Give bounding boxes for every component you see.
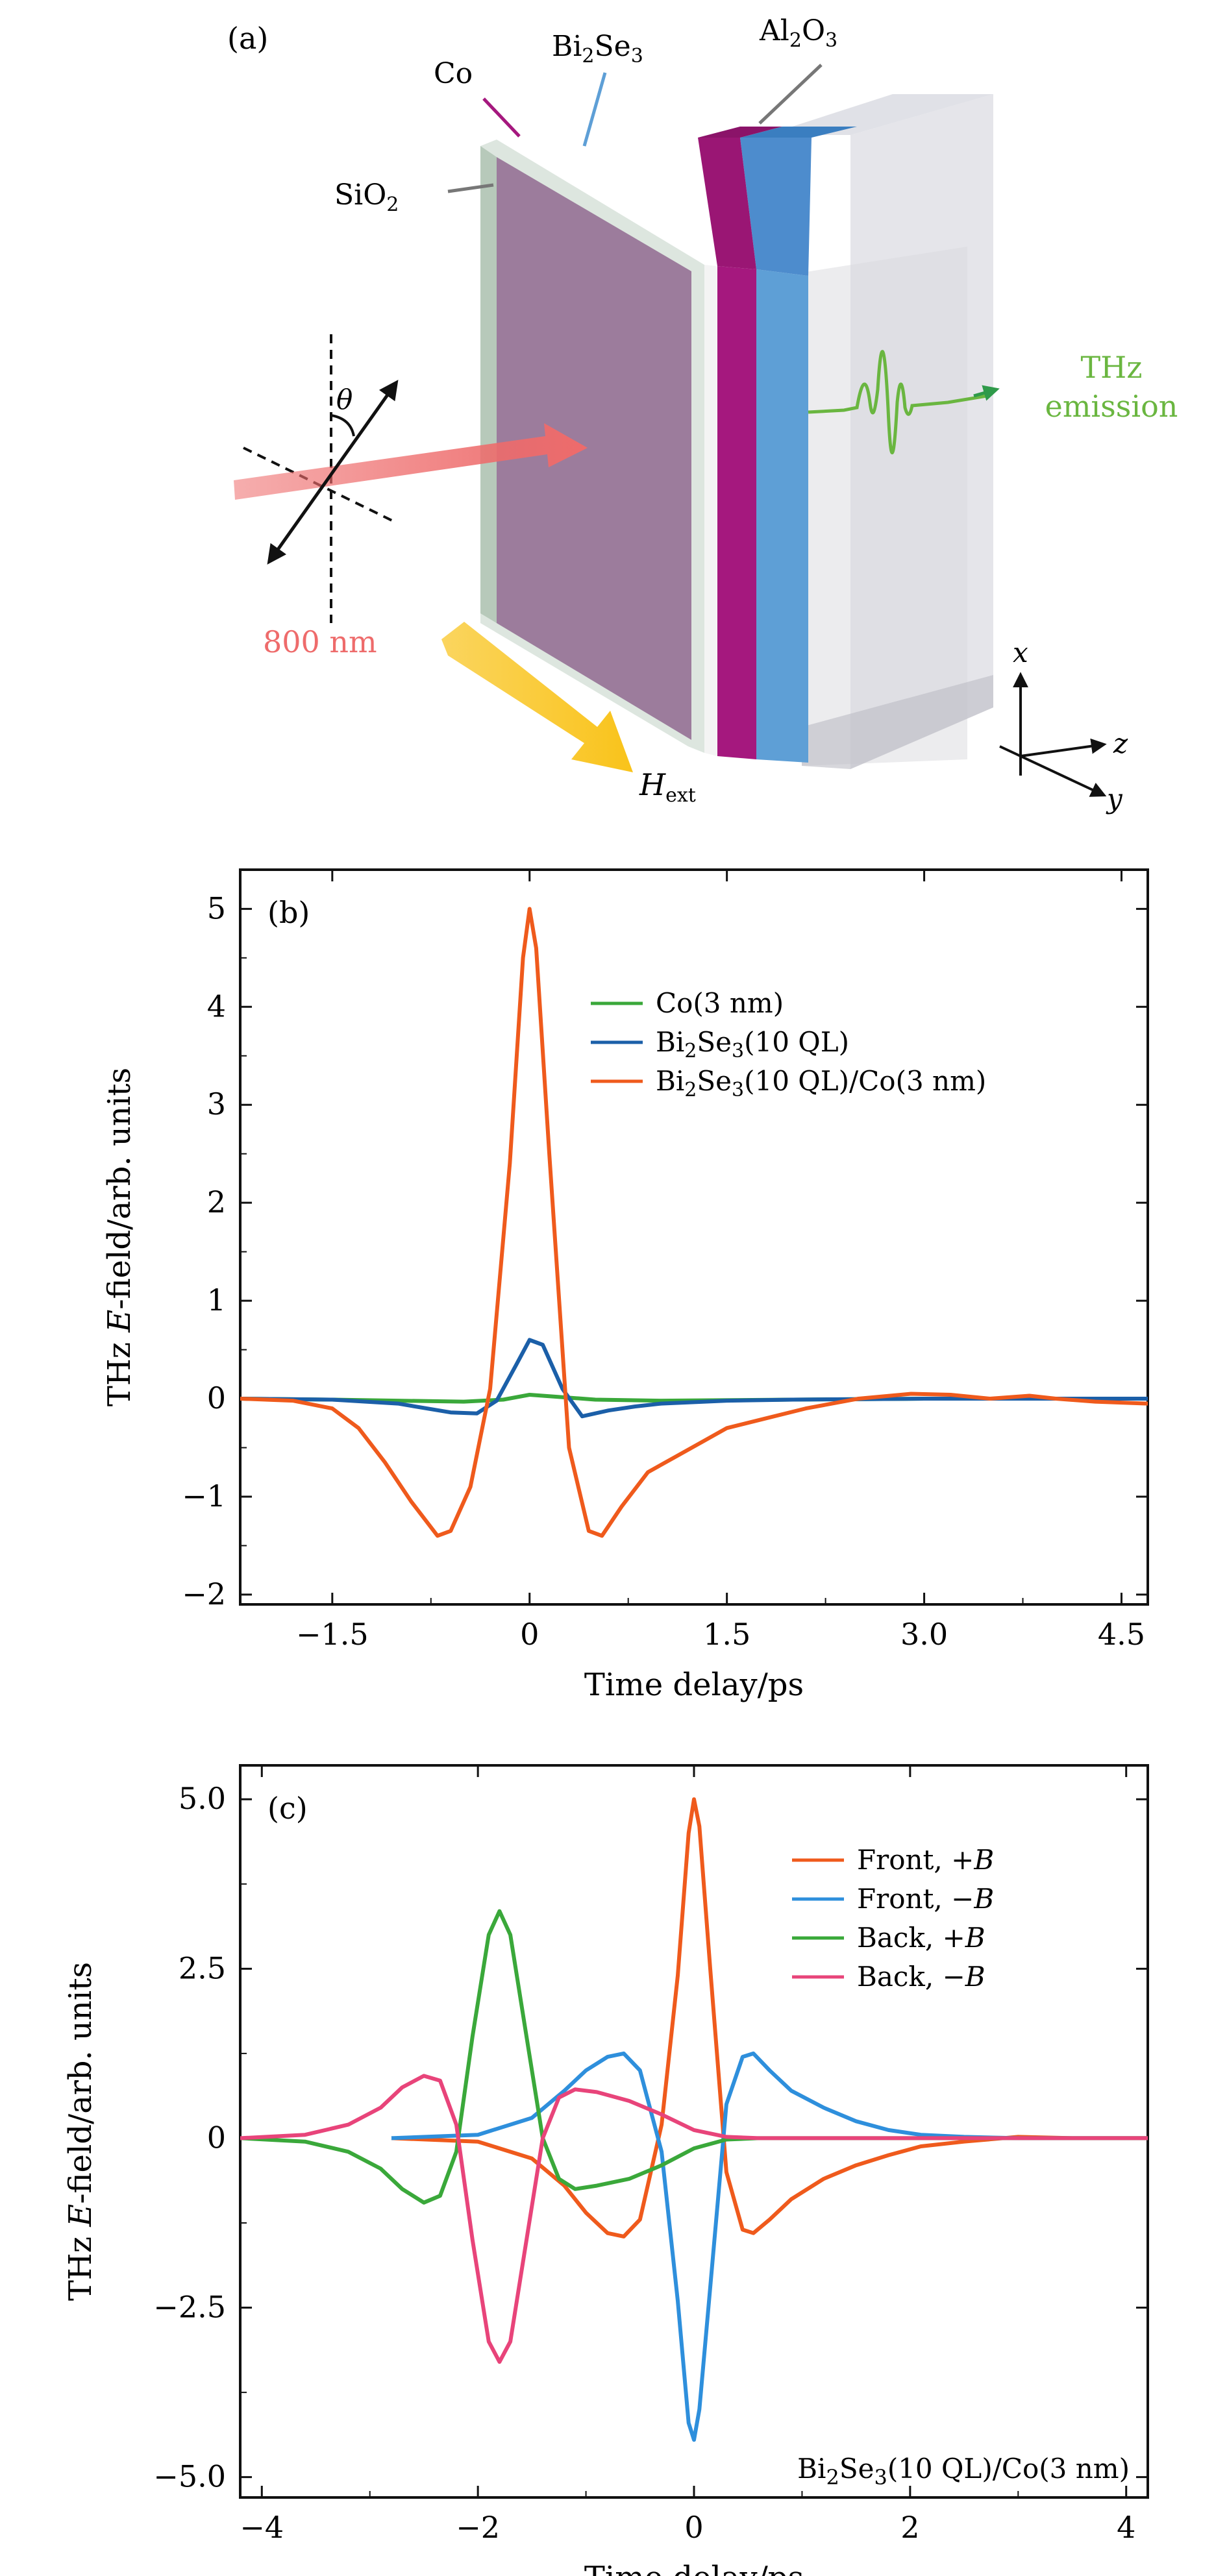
series-line-2 [240,1338,1148,1419]
sio2-label: SiO2 [334,178,399,216]
y-tick-label: −1 [182,1478,226,1514]
x-tick-label: 0 [684,2510,703,2545]
thz-arrow [973,385,1000,401]
al2o3-block-front [802,247,967,766]
bi2se3-leader-line [582,72,607,147]
x-tick-label: −2 [456,2510,500,2545]
y-tick-label: 5 [207,890,226,926]
axis-z-label: z [1113,728,1128,759]
co-layer [717,266,756,759]
legend-entry: Front, −B [857,1883,994,1915]
y-tick-label: 3 [207,1086,226,1122]
axis-y-label: y [1106,783,1123,815]
panel-a-schematic: (a) Co Bi2Se3 Al2O3 SiO2 [227,14,1178,815]
x-tick-label: 3.0 [900,1617,948,1652]
co-label: Co [434,57,473,90]
legend-entry: Bi2Se3(10 QL) [656,1026,849,1062]
axis-z-arrow [1020,738,1107,757]
co-layer-top [698,127,782,138]
plot-frame [239,868,1149,1606]
y-tick-label: −5.0 [153,2459,226,2494]
y-axis-label: THz E-field/arb. units [101,1068,138,1406]
al2o3-label: Al2O3 [759,14,837,52]
x-tick-label: 0 [520,1617,539,1652]
polarization-arrow [267,380,399,565]
sio2-plate-front [497,157,691,740]
x-tick-label: 1.5 [703,1617,750,1652]
y-tick-label: −2.5 [153,2290,226,2325]
thz-pulse-waveform [808,350,987,455]
axis-x-label: x [1013,637,1028,669]
x-tick-label: 4 [1117,2510,1135,2545]
panel-a-label: (a) [227,21,268,56]
theta-arc [330,414,355,437]
panel-label: (b) [267,895,310,930]
legend-entry: Co(3 nm) [656,987,784,1019]
legend-entry: Back, +B [857,1922,985,1954]
x-tick-label: 4.5 [1098,1617,1145,1652]
chart-panel-c: −4 −2 0 2 4 −5.0 −2.5 0 2.5 5.0 (c) Front, +B Front,… [62,1764,1149,2576]
al2o3-leader-line [758,64,823,125]
y-tick-label: 5.0 [179,1781,226,1816]
thz-label-line1: THz [1080,350,1142,385]
sio2-leader-line [447,183,494,193]
y-tick-label: 2.5 [179,1950,226,1985]
x-tick-label: 2 [900,2510,919,2545]
co-leader-line [482,97,521,138]
legend-entry: Front, +B [857,1844,994,1876]
series-line-3 [240,907,1148,1538]
bi2se3-layer-slant [740,138,812,276]
y-tick-label: 4 [207,988,226,1024]
x-tick-label: −1.5 [296,1617,369,1652]
axis-y-arrow [1020,755,1107,797]
panel-annotation: Bi2Se3(10 QL)/Co(3 nm) [797,2453,1130,2490]
bi2se3-layer-top [740,127,857,138]
field-arrow [441,622,633,772]
legend-entry: Back, −B [857,1961,985,1993]
al2o3-block-top [766,94,993,135]
chart-panel-b: −1.5 0 1.5 3.0 4.5 −2 −1 0 1 2 3 4 5 (b) Co(3 nm) Bi2Se… [101,868,1149,1703]
bi2se3-label: Bi2Se3 [552,30,643,67]
x-axis-label: Time delay/ps [584,1667,804,1703]
bi2se3-layer [756,269,808,763]
y-tick-label: 2 [207,1184,226,1220]
gap-layer [704,265,717,756]
series-line-2 [391,2051,1148,2442]
y-tick-label: 0 [207,2120,226,2155]
field-label: Hext [639,767,696,807]
series-line-3 [240,1909,1148,2205]
legend-entry: Bi2Se3(10 QL)/Co(3 nm) [656,1065,986,1101]
x-tick-label: −4 [240,2510,284,2545]
series-line-4 [240,2074,1148,2364]
y-tick-label: 0 [207,1380,226,1416]
theta-label: θ [336,384,353,415]
x-axis-label: Time delay/ps [584,2560,804,2576]
panel-label: (c) [267,1791,308,1826]
thz-label-line2: emission [1045,389,1178,424]
y-tick-label: 1 [207,1282,226,1318]
sio2-plate-shade [480,146,497,623]
co-layer-slant [698,138,756,269]
series-line-1 [391,1797,1148,2239]
axis-back-stub [999,745,1021,757]
y-tick-label: −2 [182,1576,226,1612]
y-axis-label: THz E-field/arb. units [62,1962,99,2301]
laser-wavelength-label: 800 nm [263,624,377,659]
al2o3-block-bottom [802,675,993,769]
